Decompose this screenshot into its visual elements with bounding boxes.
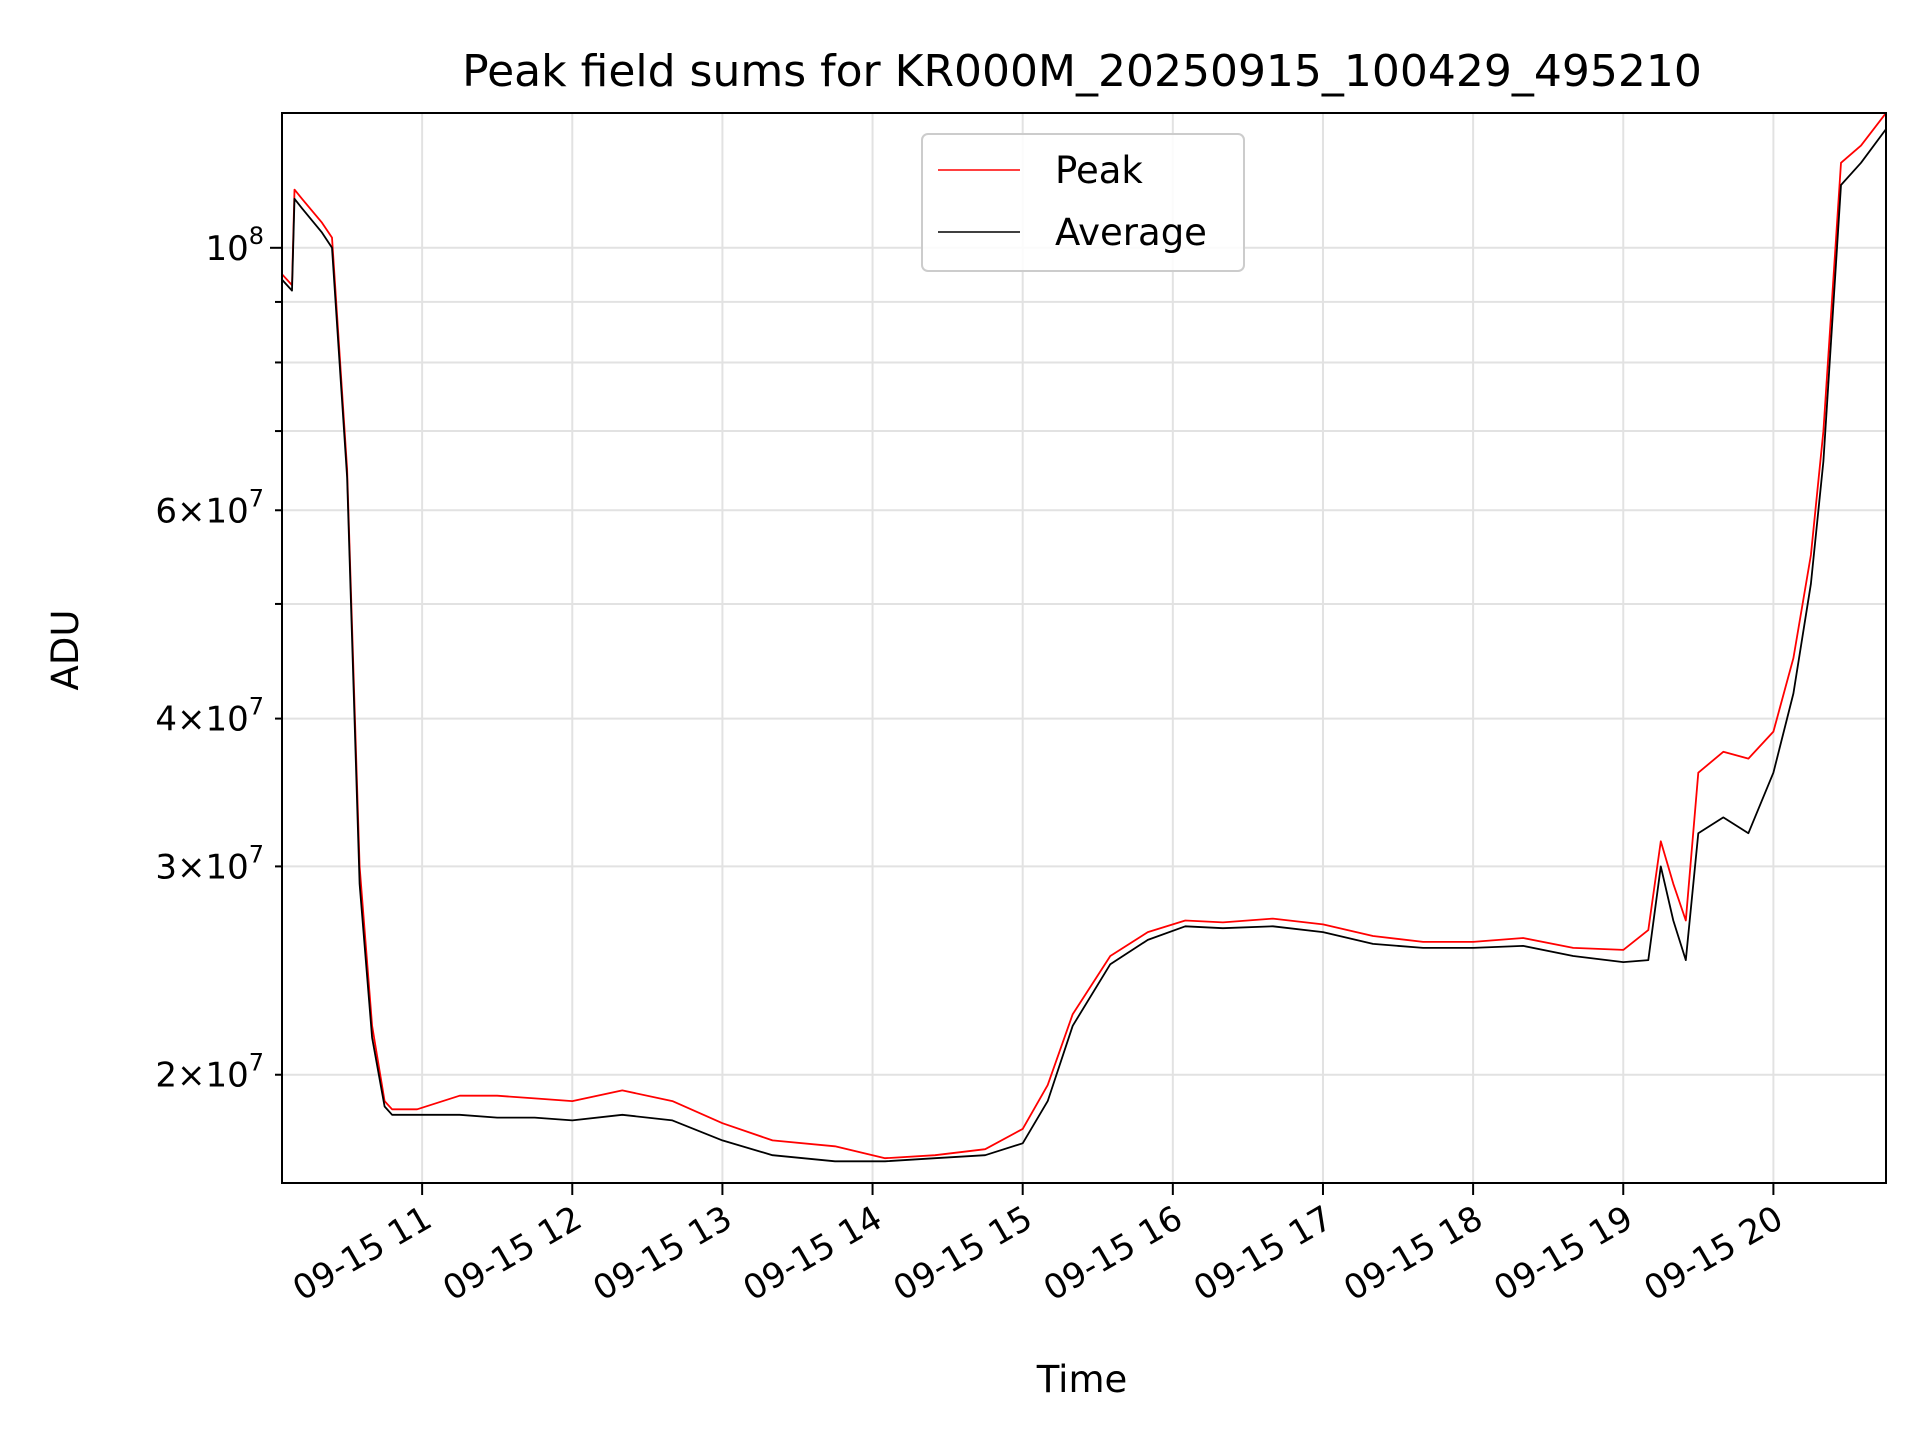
plot-area bbox=[282, 113, 1886, 1183]
y-tick-base: 10 bbox=[205, 700, 248, 740]
y-tick-label: 4×107 bbox=[155, 693, 264, 740]
y-tick-mantissa: 3× bbox=[155, 847, 205, 887]
y-tick-mantissa: 2× bbox=[155, 1056, 205, 1096]
y-tick-label: 108 bbox=[205, 222, 264, 269]
y-tick-exponent: 7 bbox=[249, 693, 264, 721]
legend-label-peak: Peak bbox=[1055, 149, 1143, 192]
series-line-average bbox=[282, 128, 1886, 1163]
y-tick-exponent: 8 bbox=[249, 222, 264, 250]
y-tick-base: 10 bbox=[205, 847, 248, 887]
y-tick-label: 6×107 bbox=[155, 484, 264, 531]
y-tick-label: 2×107 bbox=[155, 1049, 264, 1096]
y-tick-base: 10 bbox=[205, 491, 248, 531]
y-tick-base: 10 bbox=[205, 1056, 248, 1096]
y-tick-base: 10 bbox=[205, 229, 248, 269]
x-axis-label: Time bbox=[1036, 1358, 1128, 1401]
series-layer bbox=[282, 113, 1886, 1163]
series-line-peak bbox=[282, 113, 1886, 1160]
y-tick-mantissa: 4× bbox=[155, 700, 205, 740]
legend-label-average: Average bbox=[1055, 211, 1207, 254]
y-tick-label: 3×107 bbox=[155, 840, 264, 887]
plot-frame bbox=[281, 112, 1887, 1184]
chart-title: Peak field sums for KR000M_20250915_1004… bbox=[462, 46, 1702, 97]
legend: Peak Average bbox=[921, 133, 1245, 272]
y-axis-label: ADU bbox=[44, 610, 87, 691]
legend-box bbox=[921, 133, 1245, 272]
y-tick-exponent: 7 bbox=[249, 484, 264, 512]
y-tick-mantissa: 6× bbox=[155, 491, 205, 531]
y-tick-exponent: 7 bbox=[249, 840, 264, 868]
y-tick-exponent: 7 bbox=[249, 1049, 264, 1077]
